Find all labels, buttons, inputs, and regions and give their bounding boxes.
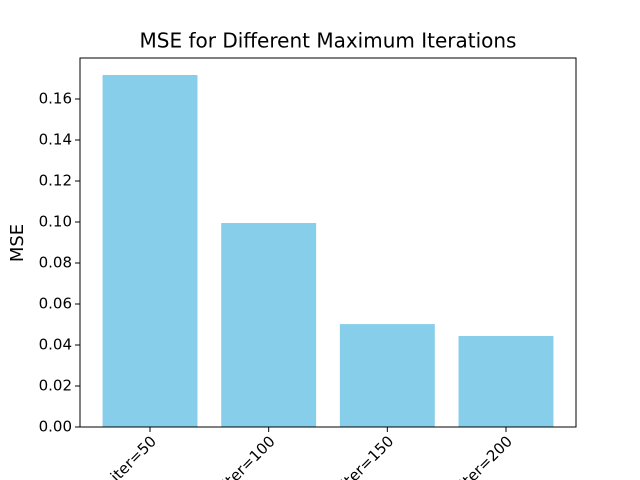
bar [339,324,435,427]
y-tick-label: 0.10 [39,213,72,231]
y-axis-label: MSE [7,224,28,262]
bar [221,223,317,427]
plot-frame [79,57,577,428]
chart-title: MSE for Different Maximum Iterations [140,29,517,53]
y-tick-label: 0.08 [39,254,72,272]
y-tick-label: 0.02 [39,377,72,395]
y-tick-label: 0.00 [39,418,72,436]
x-tick-label: max_iter=200 [428,432,517,480]
y-tick-label: 0.12 [39,172,72,190]
y-tick-label: 0.06 [39,295,72,313]
y-tick-label: 0.14 [39,131,72,149]
y-tick-label: 0.16 [39,90,72,108]
y-tick-label: 0.04 [39,336,72,354]
bar [458,335,554,427]
bar [102,75,198,427]
x-tick-label: max_iter=50 [79,432,161,480]
x-tick-label: max_iter=100 [190,432,279,480]
x-tick-label: max_iter=150 [309,432,398,480]
